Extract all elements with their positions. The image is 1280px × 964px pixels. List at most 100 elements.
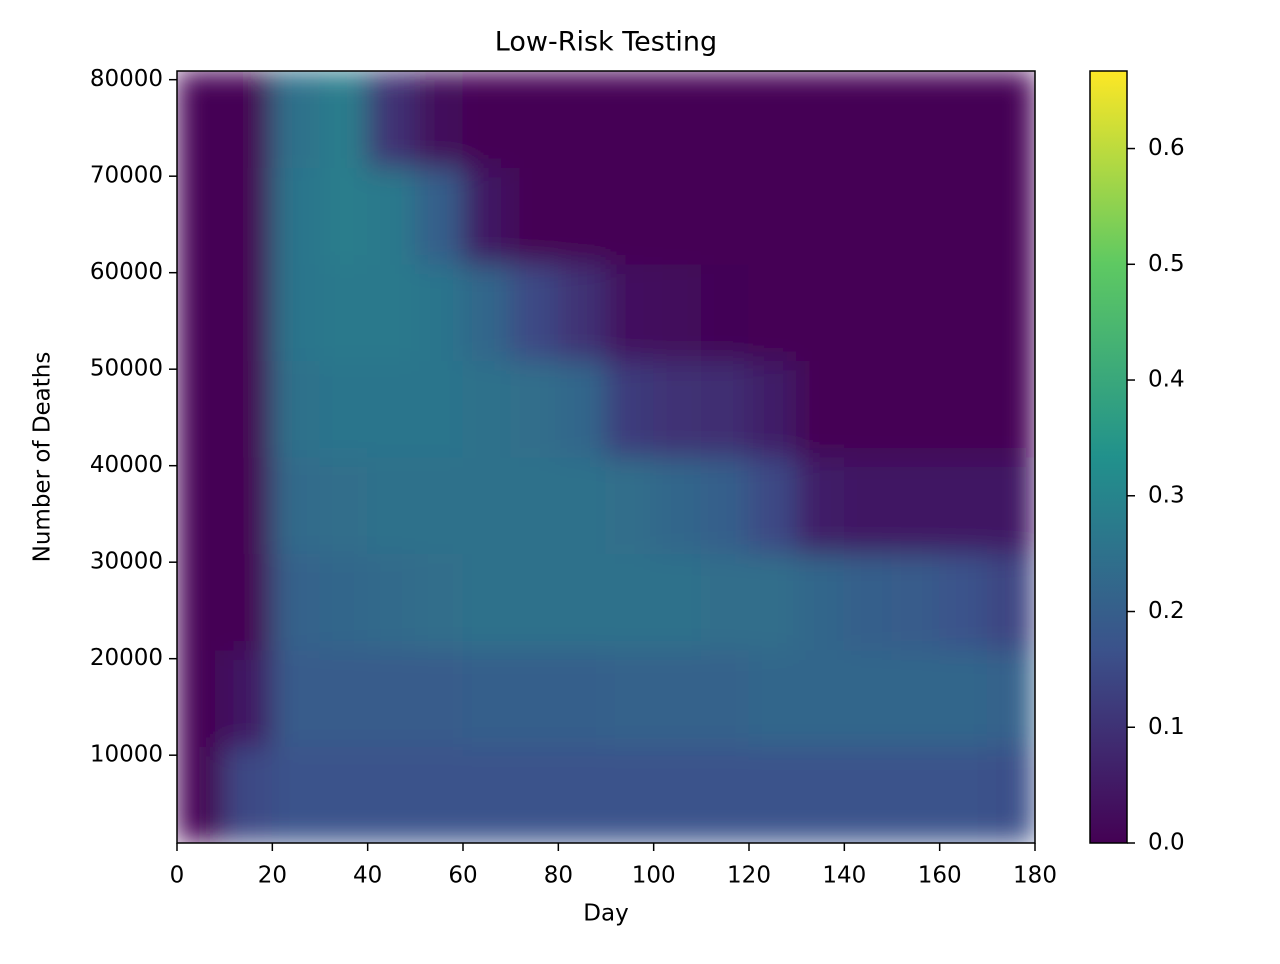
heatmap-cell bbox=[414, 71, 464, 168]
heatmap bbox=[177, 71, 1035, 843]
heatmap-cell bbox=[367, 360, 416, 458]
heatmap-cell bbox=[939, 746, 988, 843]
heatmap-cell bbox=[796, 649, 845, 747]
heatmap-cell bbox=[510, 649, 559, 747]
heatmap-cell bbox=[748, 263, 798, 361]
heatmap-cell bbox=[414, 649, 464, 747]
y-tick-label: 10000 bbox=[90, 742, 163, 768]
heatmap-cell bbox=[462, 649, 512, 747]
heatmap-cell bbox=[891, 649, 941, 747]
y-tick-label: 80000 bbox=[90, 66, 163, 92]
heatmap-cell bbox=[557, 649, 607, 747]
colorbar-tick-label: 0.5 bbox=[1148, 251, 1185, 277]
heatmap-cell bbox=[557, 167, 607, 265]
plot-frame bbox=[176, 70, 1036, 844]
heatmap-cell bbox=[367, 263, 416, 361]
heatmap-cell bbox=[700, 263, 750, 361]
heatmap-cell bbox=[224, 167, 273, 265]
x-tick-label: 0 bbox=[170, 863, 185, 889]
heatmap-cell bbox=[367, 553, 416, 651]
heatmap-cell bbox=[319, 553, 369, 651]
heatmap-cell bbox=[653, 649, 702, 747]
colorbar-tick-label: 0.0 bbox=[1148, 830, 1185, 856]
colorbar-tick-label: 0.6 bbox=[1148, 135, 1185, 161]
heatmap-cell bbox=[414, 746, 464, 843]
heatmap-cell bbox=[748, 167, 798, 265]
x-tick-label: 140 bbox=[822, 863, 866, 889]
heatmap-cell bbox=[796, 553, 845, 651]
heatmap-cell bbox=[748, 553, 798, 651]
colorbar-tick-label: 0.1 bbox=[1148, 714, 1185, 740]
heatmap-cell bbox=[367, 456, 416, 554]
heatmap-cell bbox=[986, 746, 1035, 843]
x-tick-label: 100 bbox=[632, 863, 676, 889]
heatmap-cell bbox=[224, 746, 273, 843]
heatmap-cell bbox=[891, 263, 941, 361]
x-tick-label: 80 bbox=[544, 863, 573, 889]
x-tick-label: 160 bbox=[918, 863, 962, 889]
heatmap-cell bbox=[986, 553, 1035, 651]
heatmap-cell bbox=[796, 746, 845, 843]
heatmap-cell bbox=[605, 649, 655, 747]
heatmap-cell bbox=[224, 456, 273, 554]
y-tick-label: 60000 bbox=[90, 259, 163, 285]
x-tick-label: 120 bbox=[727, 863, 771, 889]
heatmap-cell bbox=[271, 746, 321, 843]
heatmap-cell bbox=[796, 263, 845, 361]
heatmap-cell bbox=[986, 263, 1035, 361]
heatmap-cell bbox=[605, 553, 655, 651]
heatmap-cell bbox=[796, 456, 845, 554]
heatmap-cell bbox=[605, 456, 655, 554]
heatmap-cell bbox=[748, 71, 798, 168]
y-axis-label: Number of Deaths bbox=[30, 352, 56, 563]
heatmap-cell bbox=[748, 360, 798, 458]
heatmap-cell bbox=[414, 360, 464, 458]
heatmap-cell bbox=[700, 456, 750, 554]
heatmap-cell bbox=[653, 553, 702, 651]
heatmap-cell bbox=[367, 746, 416, 843]
heatmap-cell bbox=[939, 456, 988, 554]
heatmap-cell bbox=[462, 456, 512, 554]
heatmap-cell bbox=[986, 167, 1035, 265]
heatmap-cell bbox=[843, 71, 893, 168]
heatmap-cell bbox=[224, 553, 273, 651]
heatmap-cell bbox=[891, 167, 941, 265]
heatmap-cell bbox=[510, 71, 559, 168]
heatmap-cell bbox=[557, 746, 607, 843]
heatmap-cell bbox=[891, 553, 941, 651]
heatmap-cell bbox=[462, 746, 512, 843]
heatmap-cell bbox=[319, 167, 369, 265]
x-tick-label: 180 bbox=[1013, 863, 1057, 889]
heatmap-cell bbox=[653, 360, 702, 458]
heatmap-cell bbox=[367, 649, 416, 747]
heatmap-cell bbox=[414, 456, 464, 554]
heatmap-cell bbox=[510, 167, 559, 265]
heatmap-cell bbox=[700, 553, 750, 651]
heatmap-cell bbox=[319, 649, 369, 747]
y-tick-label: 30000 bbox=[90, 549, 163, 575]
colorbar-tick-label: 0.2 bbox=[1148, 598, 1185, 624]
heatmap-cell bbox=[939, 71, 988, 168]
heatmap-cell bbox=[462, 360, 512, 458]
colorbar-tick-label: 0.4 bbox=[1148, 367, 1185, 393]
heatmap-cell bbox=[939, 649, 988, 747]
heatmap-cell bbox=[319, 263, 369, 361]
heatmap-cell bbox=[557, 456, 607, 554]
heatmap-cell bbox=[557, 263, 607, 361]
heatmap-cell bbox=[939, 263, 988, 361]
heatmap-cell bbox=[367, 71, 416, 168]
heatmap-cell bbox=[653, 746, 702, 843]
heatmap-cell bbox=[271, 553, 321, 651]
heatmap-cell bbox=[748, 649, 798, 747]
heatmap-cell bbox=[939, 167, 988, 265]
heatmap-cell bbox=[177, 167, 226, 265]
heatmap-cell bbox=[462, 71, 512, 168]
heatmap-cells bbox=[177, 71, 1035, 843]
heatmap-cell bbox=[510, 360, 559, 458]
heatmap-cell bbox=[939, 360, 988, 458]
heatmap-cell bbox=[986, 456, 1035, 554]
heatmap-cell bbox=[319, 746, 369, 843]
heatmap-cell bbox=[271, 360, 321, 458]
heatmap-cell bbox=[510, 456, 559, 554]
heatmap-cell bbox=[986, 360, 1035, 458]
